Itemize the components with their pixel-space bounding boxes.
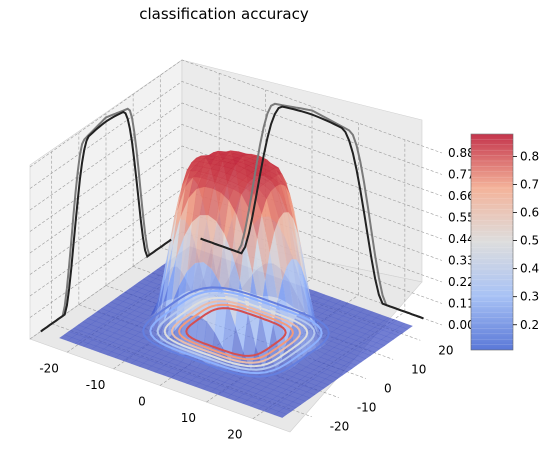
colorbar-gradient <box>470 133 514 351</box>
z-tick-label: 0.55 <box>448 211 475 225</box>
x-tick-label: -10 <box>86 378 106 392</box>
floor-contour-line <box>142 286 330 378</box>
colorbar-tick-label: 0.6 <box>520 206 539 220</box>
y-tick-label: 20 <box>438 343 453 357</box>
surface-patch <box>320 378 334 386</box>
floor-contour-line <box>178 303 294 361</box>
z-tick-label: 0.44 <box>448 232 475 246</box>
colorbar-tick-label: 0.7 <box>520 177 539 191</box>
surface-patch <box>357 352 372 360</box>
grid-line-z <box>29 124 443 232</box>
surface-patch <box>283 404 297 412</box>
surface-patch <box>315 381 330 389</box>
x-tick-label: 0 <box>138 395 146 409</box>
floor-contour-line <box>156 293 316 371</box>
surface-patch <box>399 322 414 330</box>
x-tick-label: 10 <box>181 411 196 425</box>
floor-contours <box>142 286 330 378</box>
x-tick-label: 20 <box>227 428 242 442</box>
wall-profile-line <box>40 110 172 333</box>
surface-patch <box>292 398 307 405</box>
z-tick-label: 0.66 <box>448 189 475 203</box>
surface-patch <box>366 345 381 353</box>
floor-contour-line <box>185 307 287 357</box>
surface-patch <box>380 336 395 343</box>
z-tick-label: 0.22 <box>448 275 475 289</box>
surface-patch <box>273 411 288 418</box>
surface-patch <box>385 332 400 340</box>
surface-patch <box>306 388 320 396</box>
colorbar-stripes <box>471 133 513 345</box>
grid-line-z <box>29 145 443 254</box>
floor-contour-line <box>149 289 323 375</box>
surface-patch <box>325 375 339 382</box>
z-tick-label: 0.00 <box>448 318 475 332</box>
floor-contour-line <box>163 296 309 368</box>
surface-patch <box>362 349 376 356</box>
z-axis-ticks: 0.00 0.11 0.22 0.33 0.44 0.55 0.66 0.77 0.88 <box>448 146 475 332</box>
colorbar-tick-label: 0.4 <box>520 262 539 276</box>
y-tick-label: -10 <box>357 401 377 415</box>
surface-patch <box>334 368 348 376</box>
x-axis-ticks: -20 -10 0 10 20 <box>39 361 242 441</box>
z-tick-label: 0.88 <box>448 146 475 160</box>
floor-contour-line <box>170 300 302 364</box>
surface-patch <box>301 391 316 399</box>
z-tick-label: 0.33 <box>448 254 475 268</box>
z-tick-label: 0.77 <box>448 168 475 182</box>
grid-line-z <box>29 59 443 168</box>
y-tick-label: -20 <box>330 420 350 434</box>
surface-patch <box>343 362 358 369</box>
colorbar-tick-label: 0.3 <box>520 290 539 304</box>
colorbar-ticks: 0.2 0.3 0.4 0.5 0.6 0.7 0.8 <box>513 149 539 332</box>
colorbar-tick-label: 0.2 <box>520 318 539 332</box>
colorbar-tick-label: 0.8 <box>520 149 539 163</box>
colorbar: 0.2 0.3 0.4 0.5 0.6 0.7 0.8 <box>470 133 539 351</box>
colorbar-tick-label: 0.5 <box>520 234 539 248</box>
wall-profile-line <box>200 105 424 320</box>
surface-patch <box>376 339 390 346</box>
y-axis-ticks: -20 -10 0 10 20 <box>330 343 454 433</box>
surface-patch <box>339 365 353 373</box>
wall-projections <box>40 102 424 333</box>
z-tick-label: 0.11 <box>448 297 475 311</box>
y-tick-label: 10 <box>411 362 426 376</box>
chart-title: classification accuracy <box>139 5 309 23</box>
y-tick-label: 0 <box>384 382 392 396</box>
surface-patch <box>287 401 302 409</box>
grid-line-z <box>29 167 443 275</box>
surface-patch <box>394 326 409 333</box>
x-tick-label: -20 <box>39 361 59 375</box>
